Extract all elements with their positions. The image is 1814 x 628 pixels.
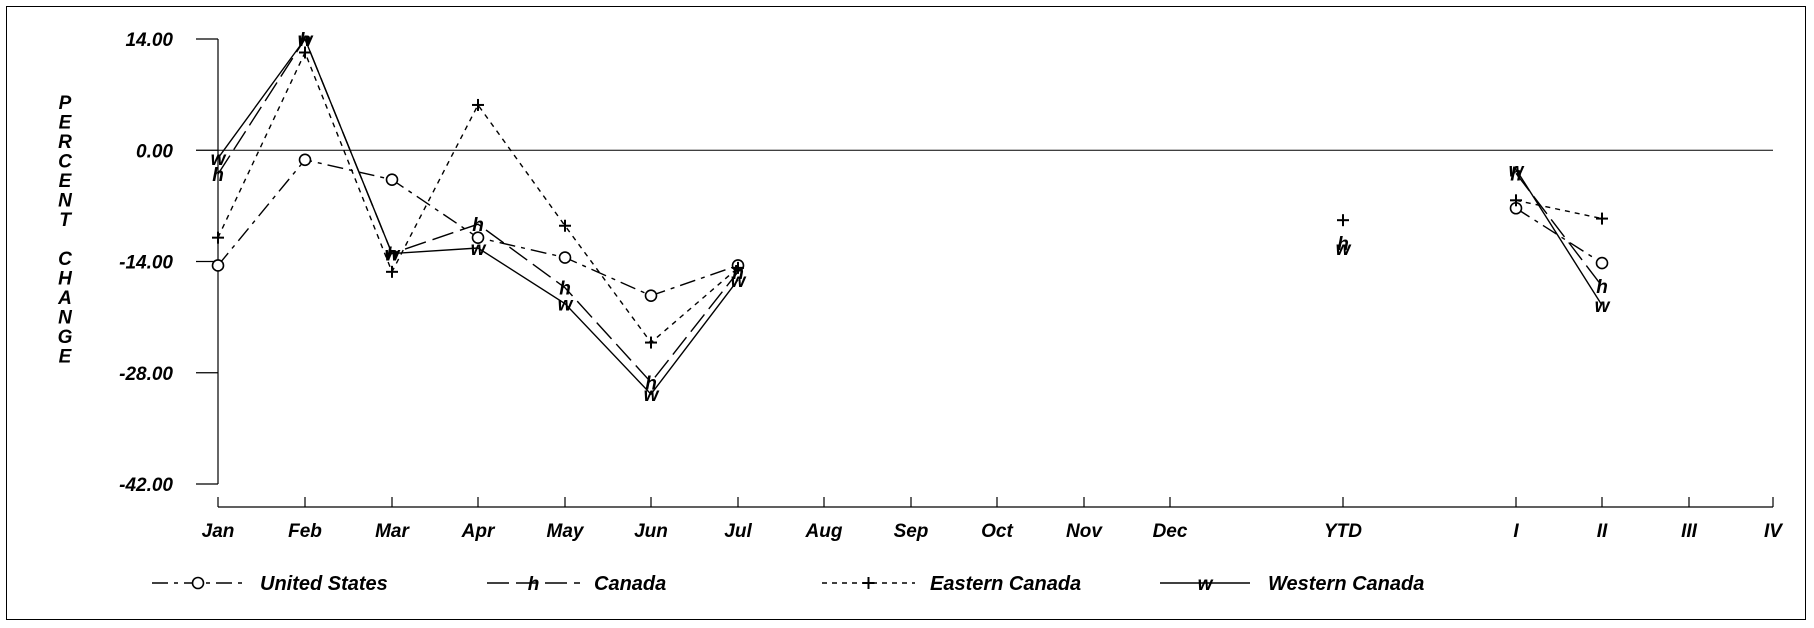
data-point: h [559, 279, 571, 300]
x-tick-label: Aug [805, 521, 843, 542]
legend: United States h Canada Eastern Canada w Weste… [152, 573, 1424, 595]
x-tick-label: II [1597, 521, 1608, 542]
data-point: h [645, 373, 657, 394]
axes: 14.00 0.00 -14.00 -28.00 -42.00 Jan Feb Mar Apr M… [57, 30, 1783, 542]
legend-marker [862, 577, 875, 589]
legend-item-eastern-canada: Eastern Canada [822, 573, 1081, 595]
x-tick-label: Oct [981, 521, 1013, 542]
data-point: h [1596, 277, 1608, 298]
legend-marker: h [528, 574, 540, 595]
series-line [217, 37, 739, 384]
series-united-states [211, 153, 1609, 302]
data-point [385, 173, 399, 186]
series-western-canada: w w w w w w w w w w [211, 30, 1611, 406]
data-point [558, 251, 572, 264]
data-point: w [644, 385, 660, 406]
data-point [211, 259, 225, 272]
x-tick-label: Jan [202, 521, 235, 542]
data-point: w [731, 271, 747, 292]
data-point [212, 231, 224, 244]
y-tick-label: 14.00 [125, 30, 173, 51]
data-point [645, 336, 657, 349]
data-point: w [211, 149, 227, 170]
legend-marker: w [1198, 574, 1214, 595]
data-point: h [472, 215, 484, 236]
y-tick-label: 0.00 [136, 141, 173, 162]
x-tick-label: Jun [634, 521, 668, 542]
legend-label: Canada [594, 573, 666, 595]
data-point: h [212, 165, 224, 186]
x-tick-label: Sep [894, 521, 929, 542]
data-point [644, 289, 658, 302]
data-point [1595, 256, 1609, 270]
legend-marker [191, 576, 205, 590]
x-tick-label: May [547, 521, 585, 542]
data-point: h [1337, 234, 1349, 255]
x-tick-label: Mar [375, 521, 410, 542]
x-tick-label: Dec [1153, 521, 1188, 542]
data-point [559, 219, 571, 232]
x-tick-label: Feb [288, 521, 322, 542]
series-line [1515, 199, 1603, 220]
data-point [386, 265, 398, 278]
x-tick-label: IV [1764, 521, 1783, 542]
data-point: w [558, 295, 574, 316]
data-point [298, 153, 312, 167]
series-eastern-canada [212, 46, 1608, 349]
data-point [299, 46, 311, 59]
data-point: w [1509, 160, 1525, 181]
data-point [732, 261, 744, 274]
y-tick-label: -14.00 [119, 253, 173, 274]
data-point [1510, 194, 1522, 207]
legend-item-united-states: United States [152, 573, 388, 595]
data-point: w [385, 245, 401, 266]
data-point [1337, 214, 1349, 227]
data-point: w [298, 30, 314, 51]
series-layer: hhhhhhhhhhwwwwwwwwww [211, 30, 1611, 406]
x-tick-label: III [1681, 521, 1698, 542]
x-tick-label: I [1513, 521, 1519, 542]
legend-item-western-canada: w Western Canada [1160, 573, 1424, 595]
x-tick-label: Nov [1066, 521, 1103, 542]
data-point: h [1510, 164, 1522, 185]
series-line [1515, 168, 1603, 306]
legend-item-canada: h Canada [487, 573, 666, 595]
data-point: w [471, 239, 487, 260]
legend-label: Eastern Canada [930, 573, 1081, 595]
data-point: h [386, 245, 398, 266]
x-tick-label: YTD [1324, 521, 1362, 542]
series-line [1515, 172, 1603, 287]
x-tick-label: Apr [461, 521, 496, 542]
y-tick-label: -42.00 [119, 475, 173, 496]
chart-frame [6, 6, 1806, 620]
data-point: w [1336, 239, 1352, 260]
legend-label: Western Canada [1268, 573, 1424, 595]
series-line [217, 37, 739, 396]
series-canada: hhhhhhhhhh [212, 30, 1608, 394]
data-point [471, 231, 485, 244]
x-tick-label: Jul [724, 521, 752, 542]
legend-label: United States [260, 573, 388, 595]
data-point [472, 98, 484, 111]
series-line [217, 50, 739, 344]
data-point: w [1595, 296, 1611, 317]
y-tick-label: -28.00 [119, 364, 173, 385]
data-point [1596, 212, 1608, 225]
